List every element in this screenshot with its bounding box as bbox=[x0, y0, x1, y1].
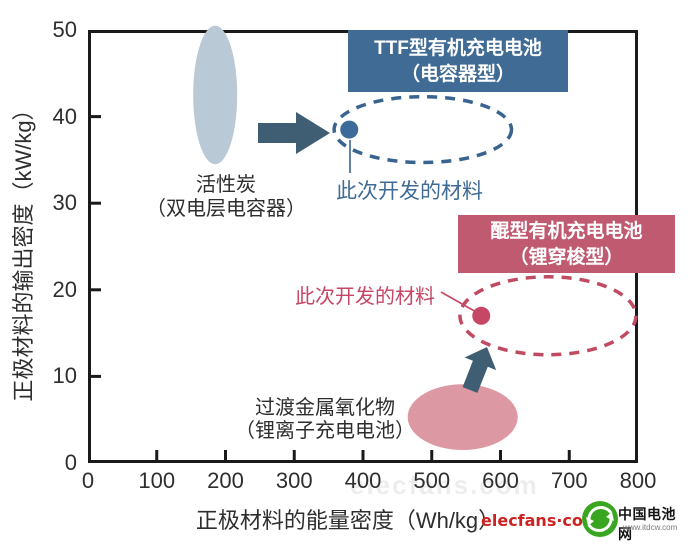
tick-marks-layer bbox=[91, 115, 571, 460]
quinone-leader-line bbox=[440, 291, 479, 314]
watermark-url: www.itdcw.com bbox=[623, 523, 678, 532]
y-tick-label: 40 bbox=[52, 103, 77, 129]
x-tick-label: 300 bbox=[275, 468, 313, 493]
y-tick-label: 0 bbox=[64, 450, 77, 475]
x-tick-labels: 0 100 200 300 400 500 600 700 800 bbox=[0, 468, 688, 498]
point-ttf-battery bbox=[340, 120, 359, 139]
y-axis-title: 正极材料的输出密度（kW/kg） bbox=[11, 98, 36, 402]
y-tick-labels: 0 10 20 30 40 50 bbox=[33, 0, 77, 545]
ghost-watermark: elecfans.com bbox=[350, 470, 539, 500]
label-tmo-subtitle: （锂离子充电电池） bbox=[235, 420, 415, 442]
y-tick-label: 10 bbox=[52, 363, 77, 389]
y-tick-label: 30 bbox=[52, 190, 77, 216]
callout-ttf-subtitle: （电容器型） bbox=[400, 64, 515, 85]
watermark-globe-icon bbox=[582, 501, 618, 537]
arrow-up-icon bbox=[462, 347, 497, 393]
x-tick-label: 500 bbox=[413, 468, 451, 493]
callout-ttf-title: TTF型有机充电电池 bbox=[374, 38, 542, 59]
label-activated-carbon-title: 活性炭 bbox=[196, 174, 256, 196]
dashed-regions-layer bbox=[332, 94, 638, 357]
y-tick-label: 50 bbox=[52, 17, 77, 42]
label-tmo-title: 过渡金属氧化物 bbox=[255, 397, 395, 419]
region-quinone-battery bbox=[458, 275, 638, 357]
x-tick-label: 600 bbox=[482, 468, 519, 493]
callout-ttf-battery: TTF型有机充电电池 （电容器型） bbox=[348, 30, 568, 92]
label-activated-carbon: 活性炭 （双电层电容器） bbox=[126, 173, 326, 221]
callout-quinone-battery: 醌型有机充电电池 （锂穿梭型） bbox=[458, 215, 675, 273]
point-quinone-battery bbox=[472, 306, 491, 325]
ttf-point-label: 此次开发的材料 bbox=[336, 180, 483, 203]
x-tick-label: 0 bbox=[81, 468, 95, 493]
label-transition-metal-oxide: 过渡金属氧化物 （锂离子充电电池） bbox=[225, 397, 425, 443]
x-tick-label: 100 bbox=[138, 468, 176, 493]
x-tick-label: 400 bbox=[344, 468, 382, 493]
callout-quinone-subtitle: （锂穿梭型） bbox=[509, 247, 624, 268]
x-tick-label: 200 bbox=[207, 468, 244, 493]
region-ttf-battery bbox=[332, 94, 514, 165]
x-tick-label: 800 bbox=[619, 468, 657, 493]
x-tick-label: 700 bbox=[550, 468, 588, 493]
region-activated-carbon bbox=[193, 25, 238, 165]
arrow-right-icon bbox=[258, 112, 330, 154]
region-transition-metal-oxide bbox=[407, 384, 518, 451]
watermark-brand: 中国电池网 bbox=[618, 506, 676, 542]
x-axis-title: 正极材料的能量密度（Wh/kg） bbox=[195, 508, 501, 533]
quinone-point-label: 此次开发的材料 bbox=[295, 286, 435, 308]
callout-quinone-title: 醌型有机充电电池 bbox=[490, 221, 643, 242]
filled-regions-layer bbox=[193, 25, 518, 451]
label-activated-carbon-subtitle: （双电层电容器） bbox=[146, 198, 306, 220]
watermark-elecfans: elecfans·com bbox=[481, 511, 600, 530]
y-tick-label: 20 bbox=[52, 276, 77, 302]
